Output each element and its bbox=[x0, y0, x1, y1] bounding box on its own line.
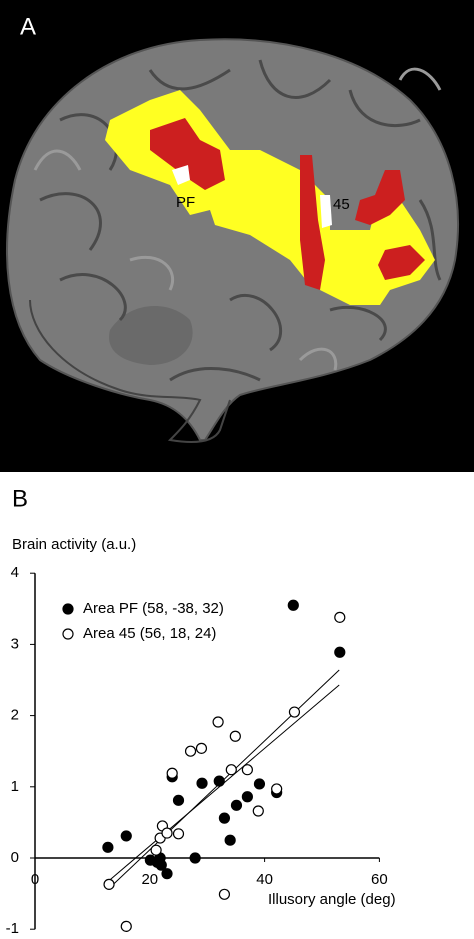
point bbox=[196, 777, 208, 789]
point bbox=[253, 778, 266, 790]
point bbox=[241, 791, 253, 803]
point bbox=[252, 805, 264, 817]
y-tick-label: 2 bbox=[11, 707, 19, 724]
panel-label: B bbox=[12, 485, 28, 512]
legend-label: Area 45 (56, 18, 24) bbox=[83, 625, 216, 642]
point bbox=[172, 828, 185, 840]
point bbox=[213, 775, 225, 787]
y-tick-label: 4 bbox=[11, 564, 19, 581]
y-tick-label: -1 bbox=[6, 920, 19, 937]
y-tick-label: 3 bbox=[11, 635, 19, 652]
point bbox=[218, 888, 231, 900]
point bbox=[195, 742, 208, 754]
point bbox=[103, 878, 115, 890]
point bbox=[334, 646, 346, 658]
point bbox=[102, 841, 114, 853]
point bbox=[184, 745, 197, 757]
x-tick-label: 60 bbox=[371, 871, 388, 888]
point bbox=[334, 611, 346, 623]
point bbox=[288, 706, 301, 718]
point bbox=[230, 799, 243, 811]
panel-label: A bbox=[20, 13, 36, 40]
point bbox=[229, 730, 241, 742]
point bbox=[161, 827, 173, 839]
point bbox=[225, 764, 237, 776]
point bbox=[150, 844, 162, 856]
point bbox=[172, 794, 185, 806]
point bbox=[155, 859, 167, 871]
x-tick-label: 0 bbox=[31, 871, 39, 888]
point bbox=[271, 783, 283, 795]
point bbox=[166, 767, 178, 779]
x-tick-label: 20 bbox=[141, 871, 158, 888]
point bbox=[161, 868, 173, 880]
point bbox=[212, 716, 224, 728]
point bbox=[189, 852, 201, 864]
y-axis-label: Brain activity (a.u.) bbox=[12, 536, 136, 553]
region-label: PF bbox=[176, 194, 195, 211]
x-axis-label: Illusory angle (deg) bbox=[268, 891, 396, 908]
y-tick-label: 0 bbox=[11, 849, 19, 866]
point bbox=[120, 920, 132, 932]
legend-marker bbox=[62, 603, 74, 615]
point bbox=[287, 599, 299, 611]
point bbox=[218, 812, 231, 824]
point bbox=[224, 834, 236, 846]
y-tick-label: 1 bbox=[11, 778, 19, 795]
legend-label: Area PF (58, -38, 32) bbox=[83, 600, 224, 617]
x-tick-label: 40 bbox=[256, 871, 273, 888]
legend-marker bbox=[62, 628, 74, 640]
point bbox=[241, 764, 253, 776]
point bbox=[120, 830, 132, 842]
activation-overlay bbox=[105, 90, 435, 305]
region-label: 45 bbox=[333, 196, 350, 213]
